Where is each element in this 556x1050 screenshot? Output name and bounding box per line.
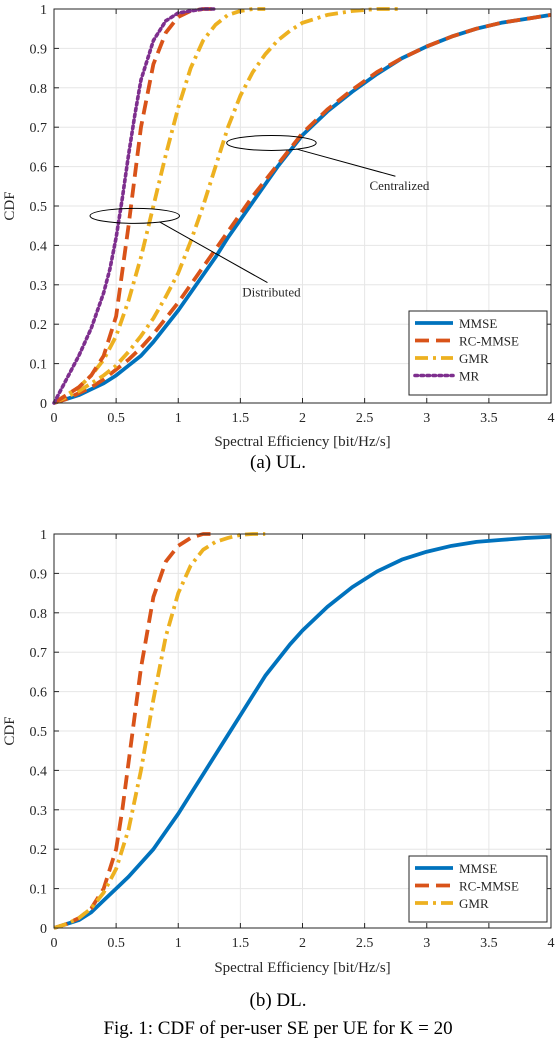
x-tick-label: 3 — [423, 936, 430, 951]
y-tick-label: 0.3 — [30, 804, 48, 819]
annotation-centralized: Centralized — [369, 178, 429, 193]
x-tick-label: 1.5 — [232, 411, 250, 426]
legend-label-mmse: MMSE — [459, 316, 497, 331]
ul-cdf-chart: Centralized Distributed 0 0.5 1 1.5 2 2.5 3 3.5 4 0… — [2, 3, 555, 450]
x-tick-label: 3 — [423, 411, 430, 426]
legend-label-mr: MR — [459, 369, 480, 384]
y-tick-label: 0.5 — [30, 725, 48, 740]
legend-box — [408, 310, 548, 396]
annotation-leader-line — [159, 221, 268, 284]
y-tick-label: 0.2 — [30, 318, 48, 333]
legend-label-gmr: GMR — [459, 896, 489, 911]
x-tick-label: 0 — [51, 411, 58, 426]
y-tick-label: 0.4 — [30, 239, 48, 254]
y-tick-label: 0.9 — [30, 567, 48, 582]
y-tick-label: 1 — [40, 528, 47, 543]
y-tick-label: 0.9 — [30, 42, 48, 57]
x-tick-label: 2.5 — [356, 936, 374, 951]
x-tick-label: 2 — [299, 411, 306, 426]
y-tick-label: 0.6 — [30, 161, 48, 176]
y-tick-label: 0.8 — [30, 82, 48, 97]
x-tick-label: 0.5 — [107, 936, 125, 951]
x-tick-label: 1 — [175, 936, 182, 951]
series-line-gmr — [53, 532, 266, 930]
x-tick-label: 2 — [299, 936, 306, 951]
x-tick-label: 2.5 — [356, 411, 374, 426]
y-tick-label: 0 — [40, 397, 47, 412]
x-tick-label: 3.5 — [480, 936, 498, 951]
y-axis-label: CDF — [2, 191, 18, 220]
figure-footer-caption: Fig. 1: CDF of per-user SE per UE for K … — [103, 1018, 453, 1039]
series-line-gmr — [53, 7, 402, 405]
legend-label-rc-mmse: RC-MMSE — [459, 879, 519, 894]
x-tick-label: 0.5 — [107, 411, 125, 426]
legend-label-mmse: MMSE — [459, 861, 497, 876]
y-tick-label: 0 — [40, 922, 47, 937]
dl-cdf-chart: 0 0.5 1 1.5 2 2.5 3 3.5 4 0 0.1 0.2 0.3 0.4 0.5 0.6 0.7 0… — [2, 528, 555, 976]
y-tick-label: 0.8 — [30, 607, 48, 622]
x-tick-label: 0 — [51, 936, 58, 951]
y-tick-label: 0.4 — [30, 764, 48, 779]
series-line-mmse — [53, 534, 552, 930]
legend-label-rc-mmse: RC-MMSE — [459, 334, 519, 349]
x-axis-label: Spectral Efficiency [bit/Hz/s] — [214, 960, 390, 976]
figure-ul: Centralized Distributed 0 0.5 1 1.5 2 2.5 3 3.5 4 0… — [0, 0, 556, 500]
series-line-mr — [52, 7, 218, 405]
annotation-ellipse — [226, 134, 317, 151]
y-tick-label: 0.3 — [30, 279, 48, 294]
y-tick-label: 0.7 — [30, 121, 48, 136]
y-tick-label: 1 — [40, 3, 47, 18]
annotation-distributed: Distributed — [242, 285, 301, 300]
x-tick-label: 3.5 — [480, 411, 498, 426]
y-tick-label: 0.1 — [30, 358, 48, 373]
x-tick-label: 1 — [175, 411, 182, 426]
annotation-leader-line — [295, 148, 396, 177]
figure-caption-ul: (a) UL. — [250, 452, 306, 473]
legend: MMSE RC-MMSE GMR — [408, 855, 548, 923]
series-line-rc-mmse — [53, 13, 552, 405]
y-tick-label: 0.1 — [30, 883, 48, 898]
legend-label-gmr: GMR — [459, 351, 489, 366]
x-tick-label: 4 — [548, 411, 555, 426]
y-axis-label: CDF — [2, 716, 18, 745]
x-tick-label: 4 — [548, 936, 555, 951]
y-tick-label: 0.2 — [30, 843, 48, 858]
x-tick-label: 1.5 — [232, 936, 250, 951]
figure-caption-dl: (b) DL. — [249, 990, 307, 1011]
annotation-ellipse — [89, 207, 180, 224]
figure-dl: 0 0.5 1 1.5 2 2.5 3 3.5 4 0 0.1 0.2 0.3 0.4 0.5 0.6 0.7 0… — [0, 520, 556, 1030]
y-tick-label: 0.5 — [30, 200, 48, 215]
legend: MMSE RC-MMSE GMR MR — [408, 310, 548, 396]
y-tick-label: 0.6 — [30, 686, 48, 701]
y-tick-label: 0.7 — [30, 646, 48, 661]
x-axis-label: Spectral Efficiency [bit/Hz/s] — [214, 434, 390, 450]
